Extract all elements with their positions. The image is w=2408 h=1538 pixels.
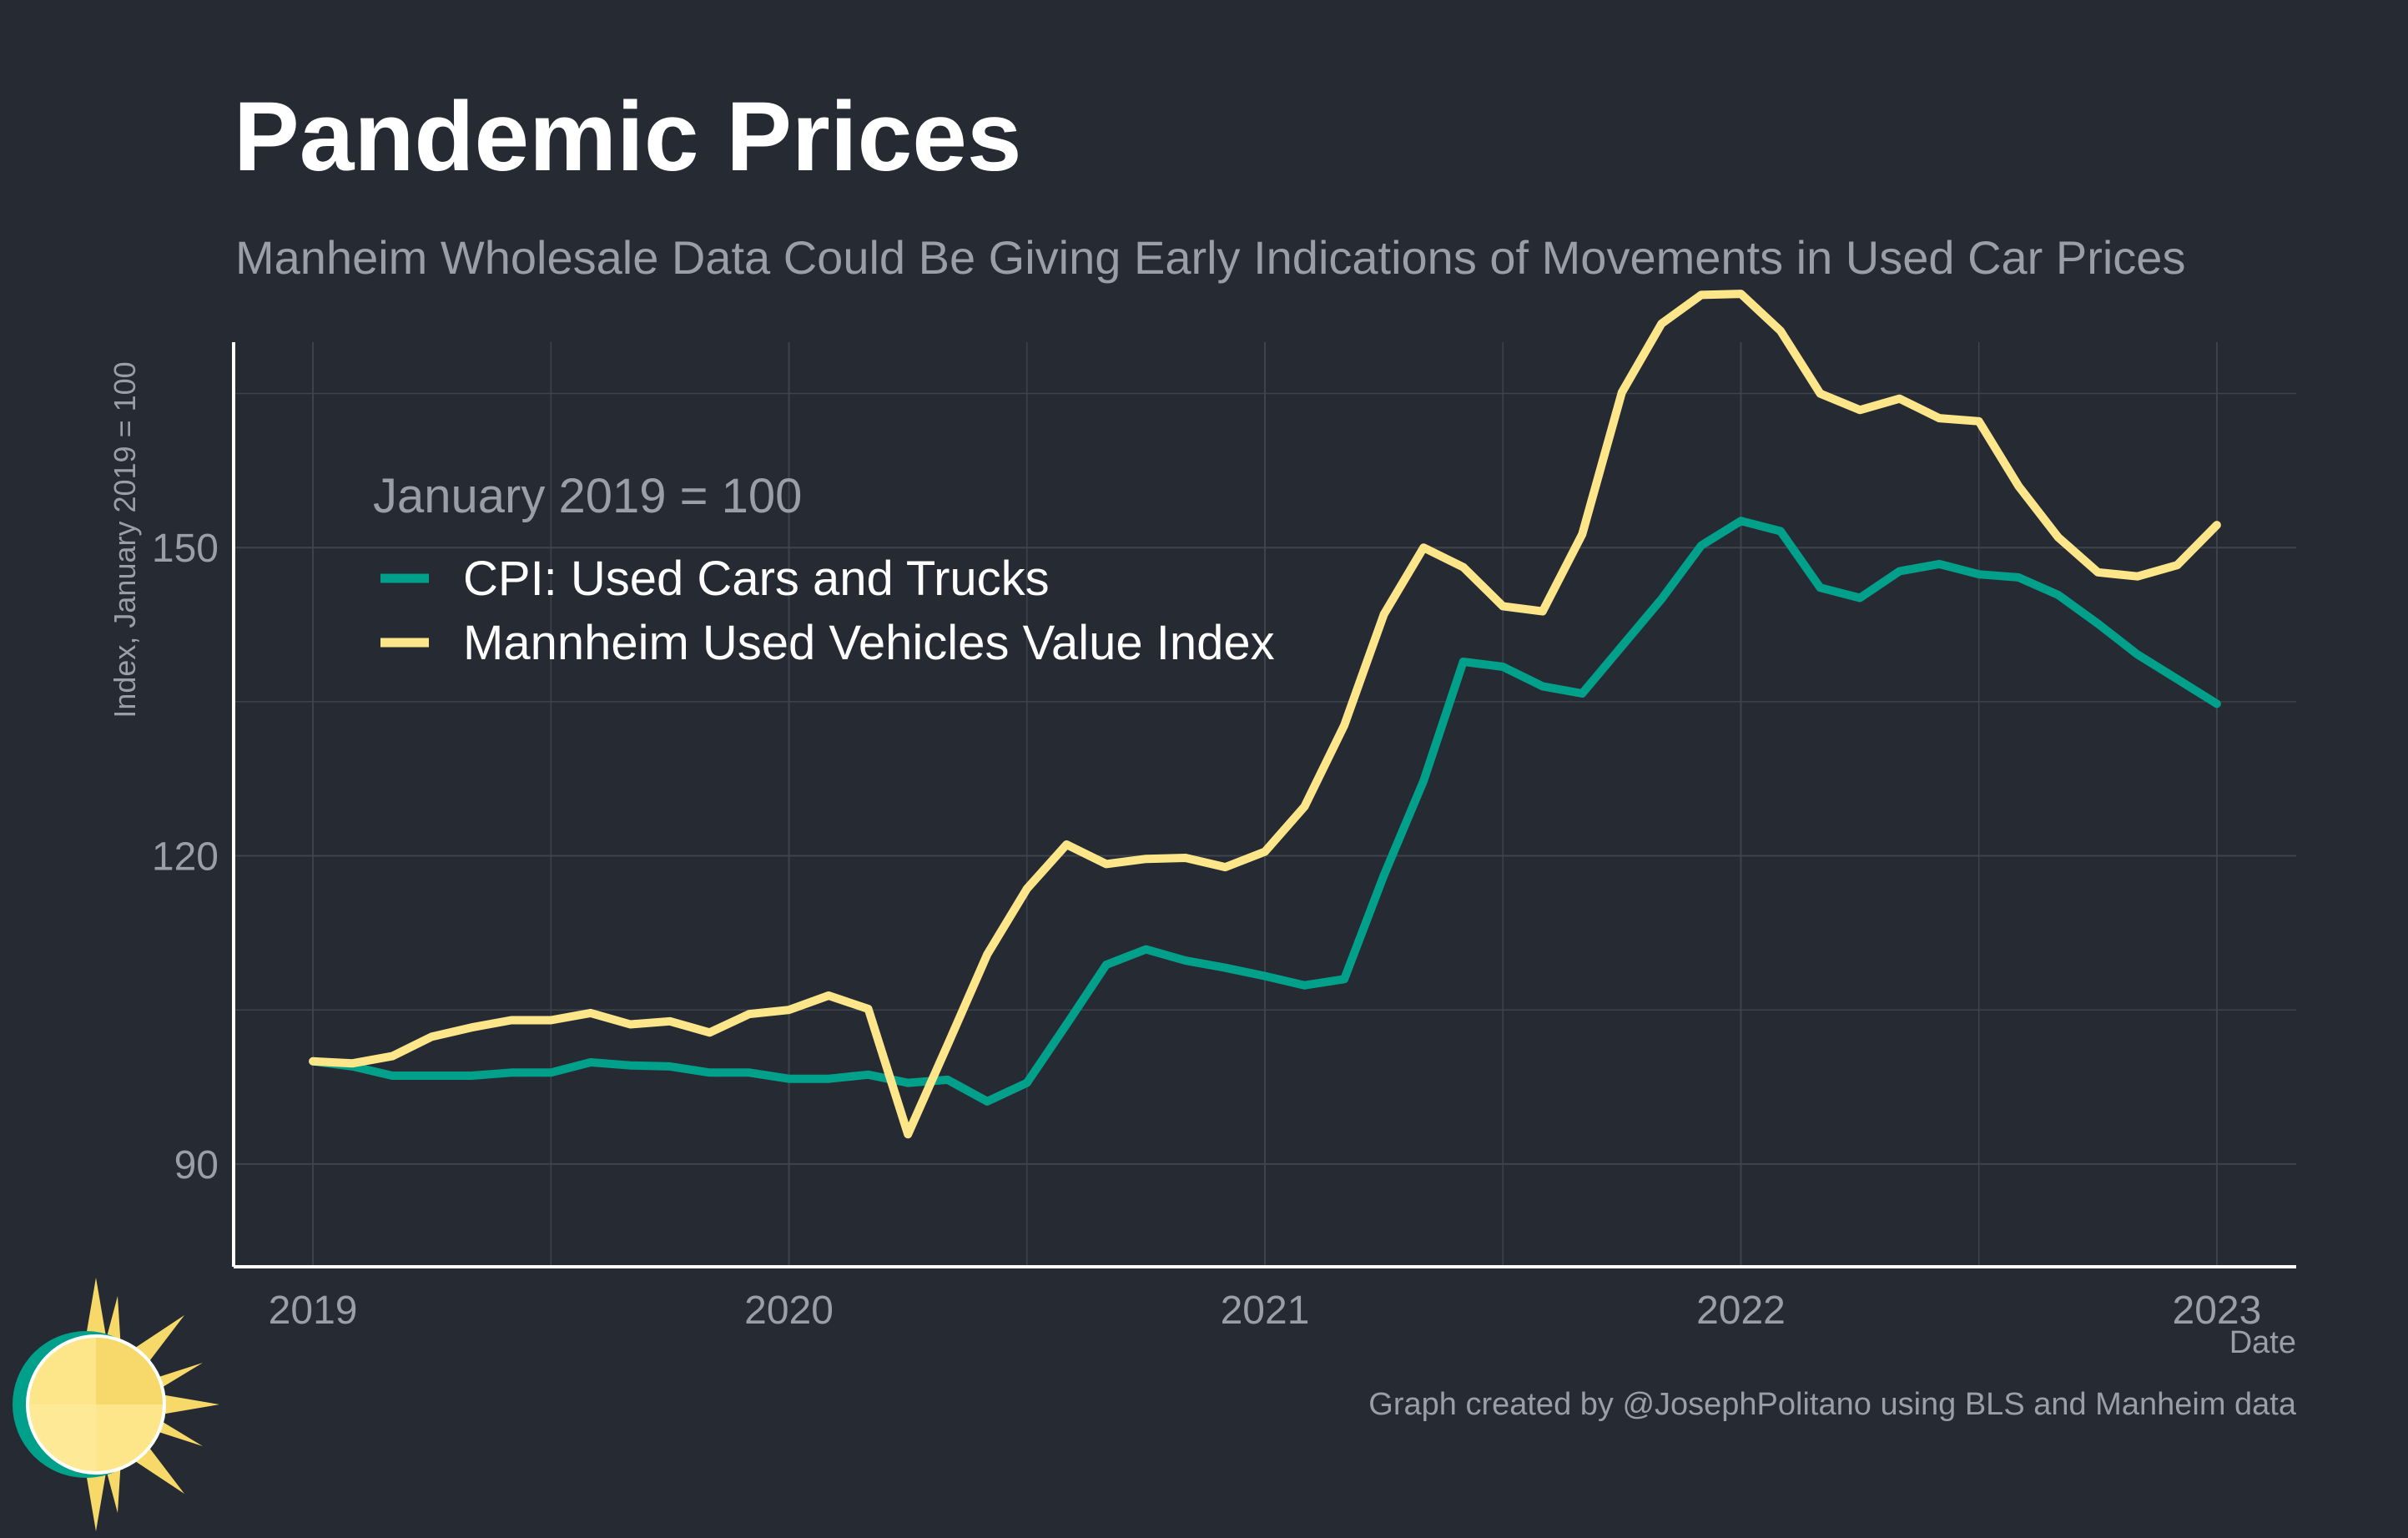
y-tick-label: 150 <box>152 527 219 571</box>
legend-entry-label: Mannheim Used Vehicles Value Index <box>463 616 1275 670</box>
axes <box>232 342 2296 1268</box>
x-tick-label: 2019 <box>269 1288 358 1333</box>
x-tick-label: 2020 <box>744 1288 834 1333</box>
series-line-cpi-used-cars <box>309 517 2221 1106</box>
source-caption: Graph created by @JosephPolitano using B… <box>1368 1387 2296 1422</box>
series-line-manheim-index <box>309 290 2221 1139</box>
legend-title: January 2019 = 100 <box>373 469 802 523</box>
y-tick-label: 120 <box>152 835 219 880</box>
x-tick-label: 2022 <box>1696 1288 1786 1333</box>
x-tick-label: 2023 <box>2173 1288 2262 1333</box>
y-tick-label: 90 <box>174 1143 219 1188</box>
x-tick-label: 2021 <box>1221 1288 1310 1333</box>
tick-labels: 2019 2020 2021 2022 2023 90 120 150 <box>152 527 2261 1333</box>
y-axis-label: Index, January 2019 = 100 <box>108 361 142 718</box>
chart-title: Pandemic Prices <box>234 82 1022 192</box>
x-axis-label: Date <box>2229 1325 2296 1360</box>
legend-entry-label: CPI: Used Cars and Trucks <box>463 552 1050 606</box>
legend: January 2019 = 100 CPI: Used Cars and Tru… <box>373 469 1275 670</box>
chart-subtitle: Manheim Wholesale Data Could Be Giving E… <box>235 231 2186 284</box>
sun-logo-icon <box>13 1278 219 1531</box>
series-lines <box>309 290 2221 1139</box>
